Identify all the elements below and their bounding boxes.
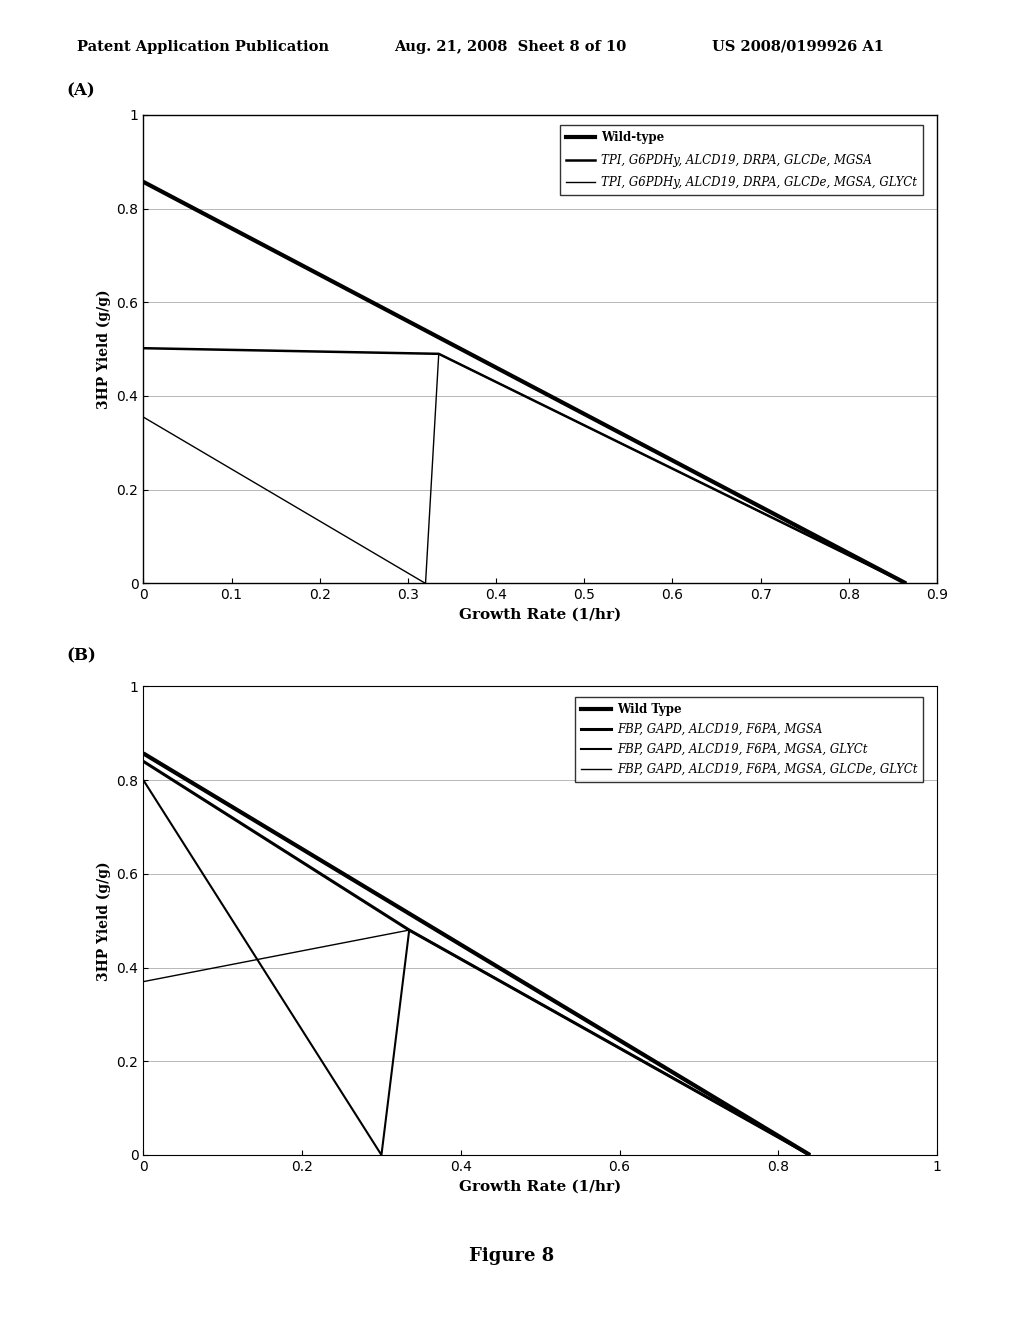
Text: Aug. 21, 2008  Sheet 8 of 10: Aug. 21, 2008 Sheet 8 of 10 [394, 40, 627, 54]
X-axis label: Growth Rate (1/hr): Growth Rate (1/hr) [459, 1179, 622, 1193]
Text: US 2008/0199926 A1: US 2008/0199926 A1 [712, 40, 884, 54]
Text: Figure 8: Figure 8 [469, 1246, 555, 1265]
Text: (B): (B) [67, 647, 96, 664]
Y-axis label: 3HP Yield (g/g): 3HP Yield (g/g) [96, 861, 111, 981]
Legend: Wild Type, FBP, GAPD, ALCD19, F6PA, MGSA, FBP, GAPD, ALCD19, F6PA, MGSA, GLYCt, : Wild Type, FBP, GAPD, ALCD19, F6PA, MGSA… [575, 697, 923, 781]
Text: Patent Application Publication: Patent Application Publication [77, 40, 329, 54]
Y-axis label: 3HP Yield (g/g): 3HP Yield (g/g) [96, 289, 111, 409]
X-axis label: Growth Rate (1/hr): Growth Rate (1/hr) [459, 607, 622, 622]
Text: (A): (A) [67, 82, 95, 99]
Legend: Wild-type, TPI, G6PDHy, ALCD19, DRPA, GLCDe, MGSA, TPI, G6PDHy, ALCD19, DRPA, GL: Wild-type, TPI, G6PDHy, ALCD19, DRPA, GL… [560, 125, 923, 195]
